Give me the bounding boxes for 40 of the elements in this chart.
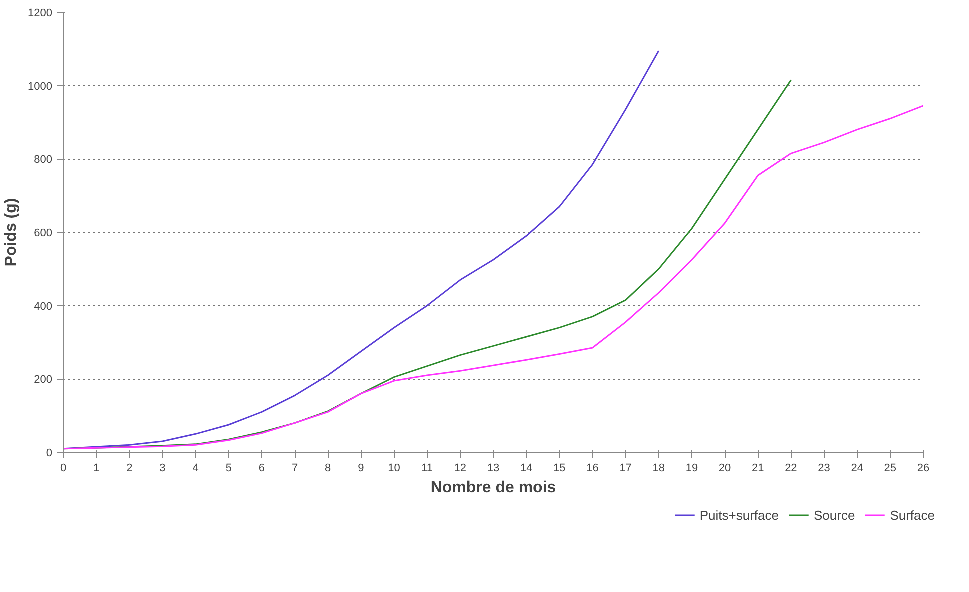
y-tick-label: 0: [46, 448, 53, 460]
legend-label: Puits+surface: [700, 508, 779, 522]
x-tick-label: 10: [388, 462, 400, 474]
x-tick-label: 22: [785, 462, 798, 474]
y-tick-label: 800: [34, 154, 53, 166]
x-tick-label: 21: [752, 462, 764, 474]
x-tick-label: 7: [292, 462, 298, 474]
x-tick-label: 9: [358, 462, 364, 474]
x-tick-label: 17: [620, 462, 632, 474]
y-tick-label: 600: [34, 228, 53, 240]
x-tick-label: 13: [487, 462, 500, 474]
x-tick-label: 3: [160, 462, 166, 474]
legend-label: Surface: [890, 508, 935, 522]
y-tick-label: 1000: [28, 80, 53, 93]
x-tick-label: 1: [94, 462, 100, 474]
x-tick-label: 23: [818, 462, 830, 474]
x-tick-label: 19: [686, 462, 698, 474]
x-tick-label: 20: [718, 462, 732, 474]
line-series: [64, 105, 924, 450]
x-tick-label: 0: [60, 462, 67, 474]
legend-label: Source: [814, 508, 856, 522]
x-tick-label: 8: [325, 462, 332, 474]
y-tick-label: 400: [34, 300, 53, 313]
x-axis-title: Nombre de mois: [430, 480, 556, 496]
x-tick-label: 6: [258, 462, 266, 474]
x-tick-label: 12: [454, 462, 467, 474]
x-tick-label: 2: [126, 462, 133, 474]
x-tick-label: 5: [226, 462, 232, 474]
y-axis-title: Poids (g): [3, 198, 20, 267]
x-tick-label: 15: [554, 462, 566, 474]
x-tick-label: 26: [917, 462, 930, 474]
x-tick-label: 16: [586, 462, 599, 474]
x-tick-label: 18: [652, 462, 666, 474]
x-tick-label: 25: [884, 462, 897, 474]
y-tick-label: 200: [34, 374, 53, 386]
x-tick-label: 24: [851, 462, 864, 474]
x-tick-label: 11: [422, 462, 434, 474]
y-tick-label: 1200: [28, 8, 53, 20]
x-tick-label: 14: [520, 462, 533, 474]
x-tick-label: 4: [192, 462, 199, 474]
